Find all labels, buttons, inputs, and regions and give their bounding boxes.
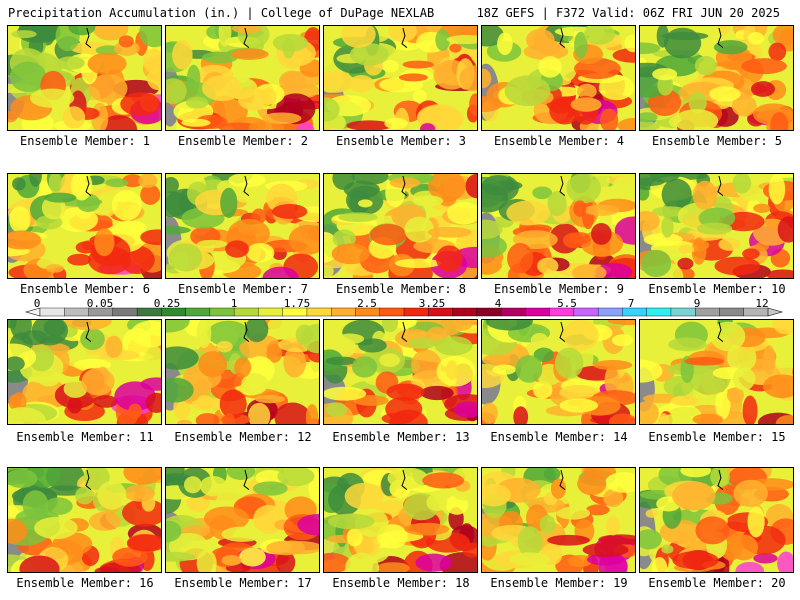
member-map-panel [481, 173, 636, 279]
colorbar-tick-label: 4 [494, 297, 502, 310]
precip-field [324, 320, 477, 424]
colorbar-tick-label: 0.25 [153, 297, 181, 310]
colorbar-tick-label: 12 [755, 297, 769, 310]
colorbar-tick-label: 0.05 [86, 297, 114, 310]
colorbar-swatch [525, 307, 551, 317]
precip-field [8, 320, 161, 424]
header: Precipitation Accumulation (in.) | Colle… [0, 0, 800, 22]
member-caption: Ensemble Member: 11 [16, 430, 154, 444]
colorbar-swatch [112, 307, 138, 317]
member-map-panel [7, 25, 162, 131]
member-caption: Ensemble Member: 6 [19, 282, 151, 296]
precip-field [166, 174, 319, 278]
colorbar-swatch [500, 307, 526, 317]
member-map-panel [7, 319, 162, 425]
precip-field [482, 468, 635, 572]
precip-field [640, 468, 793, 572]
precip-field [166, 468, 319, 572]
member-map-panel [639, 467, 794, 573]
member-map-panel [639, 173, 794, 279]
colorbar-swatch [719, 307, 745, 317]
member-map-panel [165, 25, 320, 131]
colorbar-max-arrow [767, 307, 784, 317]
colorbar-swatch [597, 307, 623, 317]
member-caption: Ensemble Member: 18 [332, 576, 470, 590]
member-caption: Ensemble Member: 3 [335, 134, 467, 148]
member-caption: Ensemble Member: 15 [648, 430, 786, 444]
colorbar-swatch [306, 307, 332, 317]
colorbar-swatch [573, 307, 599, 317]
colorbar-swatch [622, 307, 648, 317]
member-map-panel [165, 467, 320, 573]
member-map-panel [323, 319, 478, 425]
colorbar-tick-label: 0 [33, 297, 41, 310]
colorbar-swatch [64, 307, 90, 317]
colorbar-swatch [646, 307, 672, 317]
member-map-panel [481, 467, 636, 573]
member-map-panel [639, 25, 794, 131]
colorbar-swatch [258, 307, 284, 317]
member-caption: Ensemble Member: 16 [16, 576, 154, 590]
precip-field [324, 174, 477, 278]
member-caption: Ensemble Member: 4 [493, 134, 625, 148]
colorbar-legend: 0 0.05 0.25 1 1.75 2.5 3.25 4 5.5 7 9 12 [0, 294, 800, 320]
precip-field [8, 468, 161, 572]
member-caption: Ensemble Member: 10 [648, 282, 786, 296]
colorbar-swatch [185, 307, 211, 317]
map-title: Precipitation Accumulation (in.) | Colle… [8, 6, 435, 20]
colorbar-tick-label: 9 [693, 297, 701, 310]
member-caption: Ensemble Member: 17 [174, 576, 312, 590]
colorbar-tick-label: 7 [627, 297, 635, 310]
member-map-panel [7, 467, 162, 573]
member-map-panel [323, 25, 478, 131]
precip-field [8, 174, 161, 278]
colorbar-tick-label: 3.25 [418, 297, 446, 310]
member-map-panel [165, 319, 320, 425]
member-map-panel [639, 319, 794, 425]
member-caption: Ensemble Member: 1 [19, 134, 151, 148]
colorbar-swatch [670, 307, 696, 317]
member-map-panel [7, 173, 162, 279]
member-caption: Ensemble Member: 12 [174, 430, 312, 444]
precip-field [640, 26, 793, 130]
precip-field [640, 320, 793, 424]
precip-field [8, 26, 161, 130]
member-caption: Ensemble Member: 20 [648, 576, 786, 590]
precip-field [482, 320, 635, 424]
member-map-panel [323, 467, 478, 573]
colorbar-swatches [24, 307, 784, 317]
member-caption: Ensemble Member: 8 [335, 282, 467, 296]
member-caption: Ensemble Member: 13 [332, 430, 470, 444]
precip-field [324, 468, 477, 572]
precip-field [324, 26, 477, 130]
run-valid-time: 18Z GEFS | F372 Valid: 06Z FRI JUN 20 20… [476, 6, 780, 20]
colorbar-tick-label: 2.5 [357, 297, 377, 310]
member-caption: Ensemble Member: 14 [490, 430, 628, 444]
member-map-panel [481, 25, 636, 131]
member-caption: Ensemble Member: 5 [651, 134, 783, 148]
precip-field [166, 320, 319, 424]
member-map-panel [481, 319, 636, 425]
member-map-panel [165, 173, 320, 279]
member-caption: Ensemble Member: 9 [493, 282, 625, 296]
colorbar-tick-label: 5.5 [557, 297, 577, 310]
precip-field [640, 174, 793, 278]
member-caption: Ensemble Member: 7 [177, 282, 309, 296]
colorbar-swatch [379, 307, 405, 317]
colorbar-swatch [39, 307, 65, 317]
colorbar-swatch [233, 307, 259, 317]
colorbar-swatch [452, 307, 478, 317]
member-map-panel [323, 173, 478, 279]
colorbar-tick-label: 1.75 [283, 297, 311, 310]
member-caption: Ensemble Member: 2 [177, 134, 309, 148]
precip-field [482, 174, 635, 278]
precip-field [482, 26, 635, 130]
colorbar-swatch [331, 307, 356, 317]
colorbar-tick-label: 1 [230, 297, 238, 310]
member-caption: Ensemble Member: 19 [490, 576, 628, 590]
precip-field [166, 26, 319, 130]
